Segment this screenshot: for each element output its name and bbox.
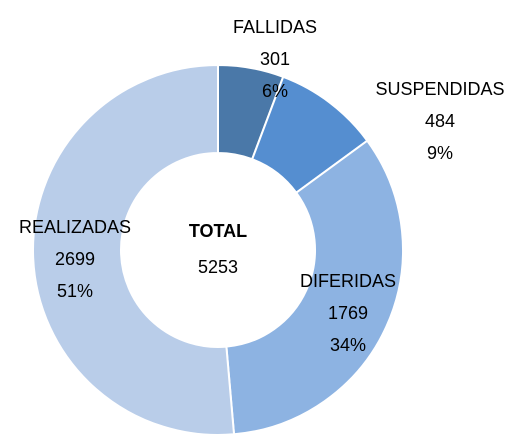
- slice-label: SUSPENDIDAS: [375, 79, 504, 99]
- slice-value: 301: [260, 49, 290, 69]
- slice-percent: 51%: [57, 281, 93, 301]
- slice-percent: 6%: [262, 81, 288, 101]
- slice-percent: 9%: [427, 143, 453, 163]
- slice-value: 484: [425, 111, 455, 131]
- slice-label: DIFERIDAS: [300, 271, 396, 291]
- donut-slice: [225, 139, 404, 436]
- slice-label: FALLIDAS: [233, 17, 317, 37]
- slice-label: REALIZADAS: [19, 217, 131, 237]
- donut-slice: [32, 63, 236, 436]
- total-label: TOTAL: [189, 221, 247, 241]
- slice-value: 1769: [328, 303, 368, 323]
- slice-value: 2699: [55, 249, 95, 269]
- slice-percent: 34%: [330, 335, 366, 355]
- total-value: 5253: [198, 257, 238, 277]
